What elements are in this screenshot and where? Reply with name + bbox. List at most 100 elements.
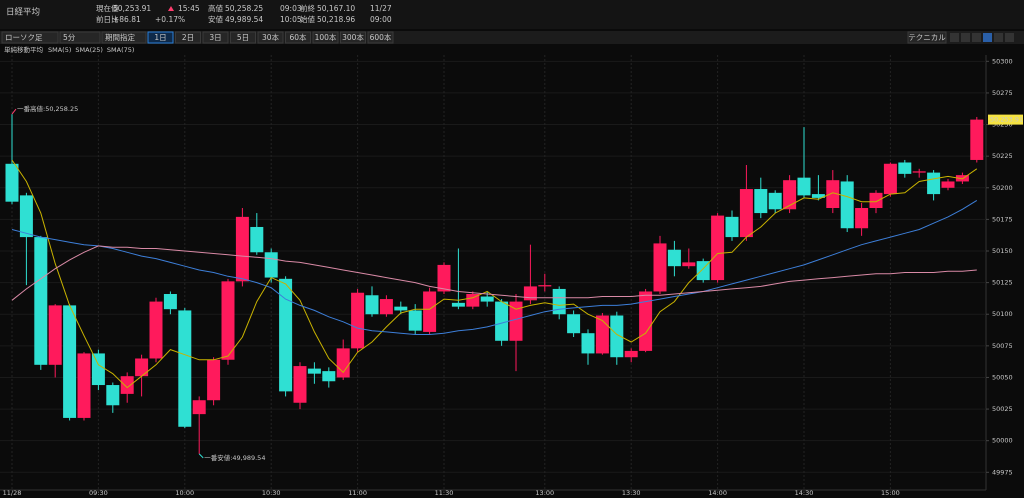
icon-button[interactable] (1005, 33, 1014, 42)
candle-body (293, 366, 307, 403)
dropdown-box (1, 31, 59, 44)
period-button-label: 300本 (342, 32, 364, 42)
up-arrow-icon (168, 6, 174, 11)
candle-body (581, 333, 595, 354)
period-button[interactable]: 5日 (230, 31, 256, 44)
x-tick-label: 09:30 (89, 489, 108, 497)
candle-body (538, 285, 552, 287)
header-title: 日経平均 (6, 7, 40, 18)
period-button-box (257, 31, 284, 44)
x-tick-label: 11/28 (3, 489, 22, 497)
candle-body (466, 293, 480, 307)
dropdown-label: 期間指定 (105, 32, 135, 42)
candle-body (480, 296, 494, 302)
x-tick-label: 11:30 (435, 489, 454, 497)
period-button[interactable]: 2日 (175, 31, 201, 44)
period-button[interactable]: 600本 (367, 31, 394, 44)
dropdown-label: ローソク足 (5, 33, 43, 42)
y-tick-label: 50175 (992, 215, 1013, 223)
candle-body (941, 181, 955, 188)
candle-body (451, 302, 465, 307)
dropdown[interactable]: 期間指定 (101, 31, 147, 44)
period-button-label: 3日 (209, 33, 221, 42)
period-button-box (340, 31, 366, 44)
technical-button-label: テクニカル (908, 33, 946, 42)
quote-extra: +0.17% (155, 15, 185, 24)
quote-extra: 09:00 (370, 15, 392, 24)
dropdown[interactable]: ローソク足 (1, 31, 59, 44)
legend-entry: SMA(5) (48, 46, 71, 54)
candle-body (106, 385, 120, 406)
candle-body (192, 400, 206, 415)
candle-body (711, 215, 725, 281)
y-tick-label: 50050 (992, 373, 1013, 381)
x-tick-label: 15:00 (881, 489, 900, 497)
quote-value: 50,167.10 (317, 4, 355, 13)
candle-body (869, 192, 883, 209)
candle-body (63, 305, 77, 418)
icon-button[interactable] (961, 33, 970, 42)
quote-value: +86.81 (113, 15, 141, 24)
candle-body (639, 291, 653, 351)
candle-body (221, 281, 235, 360)
y-tick-label: 50075 (992, 342, 1013, 350)
technical-button[interactable]: テクニカル (907, 31, 947, 44)
candle-body (5, 163, 19, 202)
period-button[interactable]: 1日 (147, 31, 174, 44)
x-tick-label: 11:00 (348, 489, 367, 497)
quote-label: 前日比 (96, 14, 119, 24)
icon-button[interactable] (972, 33, 981, 42)
period-button[interactable]: 60本 (285, 31, 311, 44)
candle-body (610, 315, 624, 358)
candle-body (883, 163, 897, 195)
period-button[interactable]: 100本 (312, 31, 339, 44)
candle-body (624, 350, 638, 358)
annotation-label: 一番安値:49,989.54 (204, 453, 265, 462)
candle-body (379, 299, 393, 315)
candle-body (970, 119, 984, 160)
y-tick-label: 50275 (992, 89, 1013, 97)
candle-body (394, 306, 408, 311)
period-button-label: 600本 (370, 32, 392, 42)
candle-body (768, 192, 782, 210)
x-tick-label: 14:00 (708, 489, 727, 497)
candle-body (667, 249, 681, 267)
period-button[interactable]: 300本 (340, 31, 366, 44)
candle-body (307, 368, 321, 374)
period-button-box (285, 31, 311, 44)
candle-body (739, 189, 753, 238)
candle-body (48, 305, 62, 365)
candle-body (336, 348, 350, 378)
quote-value: 50,253.91 (113, 4, 151, 13)
last-price-tag (988, 114, 1023, 125)
quote-label: 前終 (300, 3, 315, 13)
candle-body (567, 314, 581, 334)
candle-body (927, 172, 941, 195)
candle-body (91, 353, 105, 386)
period-button-box (367, 31, 394, 44)
y-tick-label: 49975 (992, 468, 1013, 476)
period-button[interactable]: 30本 (257, 31, 284, 44)
dropdown[interactable]: 5分 (59, 31, 101, 44)
candle-body (423, 291, 437, 332)
candle-body (495, 301, 509, 341)
candle-body (682, 262, 696, 267)
quote-extra: 15:45 (178, 4, 200, 13)
sma-line (11, 159, 978, 389)
period-button[interactable]: 3日 (202, 31, 229, 44)
y-tick-label: 50000 (992, 437, 1013, 445)
sma-line (11, 199, 978, 335)
candle-body (725, 216, 739, 238)
y-tick-label: 50025 (992, 405, 1013, 413)
header-bar (0, 0, 1024, 29)
icon-button[interactable] (994, 33, 1003, 42)
y-tick-label: 50100 (992, 310, 1013, 318)
period-button-label: 100本 (315, 32, 337, 42)
candle-body (826, 180, 840, 209)
icon-button[interactable] (983, 33, 992, 42)
candle-body (34, 237, 48, 365)
icon-button[interactable] (950, 33, 959, 42)
candle-body (811, 194, 825, 198)
